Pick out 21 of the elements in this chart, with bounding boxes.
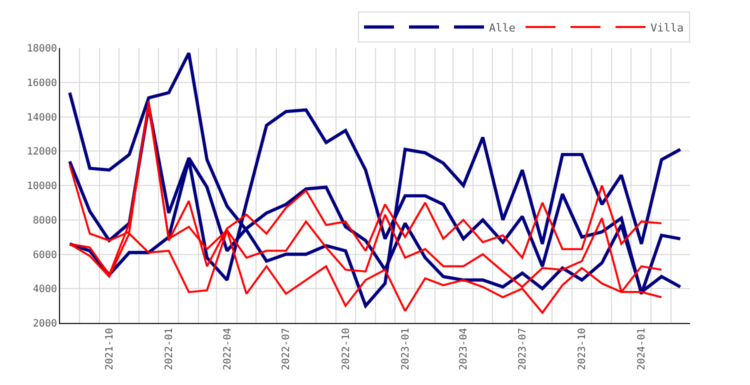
y-tick-label: 18000 [26, 44, 57, 54]
y-tick-label: 12000 [26, 146, 57, 158]
y-tick-label: 14000 [26, 112, 57, 124]
x-tick-label: 2023-07 [518, 328, 529, 370]
x-tick-label: 2022-01 [164, 328, 176, 370]
x-tick-label: 2023-04 [458, 328, 470, 370]
y-tick-label: 4000 [32, 284, 57, 296]
y-tick-label: 10000 [26, 181, 57, 192]
x-tick-label: 2021-10 [104, 328, 116, 370]
x-tick-label: 2023-10 [577, 328, 588, 370]
legend-label: Alle [489, 21, 516, 34]
x-tick-label: 2022-10 [340, 328, 352, 370]
x-tick-label: 2022-07 [281, 328, 292, 370]
y-tick-label: 16000 [26, 78, 57, 89]
x-tick-label: 2022-04 [222, 328, 234, 370]
x-tick-label: 2023-01 [400, 328, 412, 370]
legend-label: Villa [650, 21, 684, 34]
y-tick-label: 2000 [32, 318, 57, 330]
y-tick-label: 8000 [32, 215, 57, 226]
y-tick-label: 6000 [32, 250, 57, 261]
x-tick-label: 2024-01 [636, 328, 648, 370]
